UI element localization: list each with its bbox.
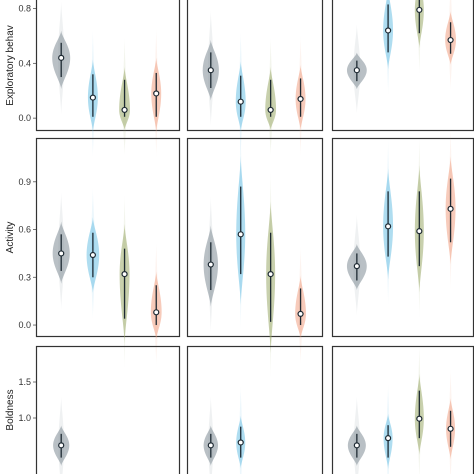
y-tick-label-row-1: 0.4 xyxy=(18,58,31,68)
mean-point xyxy=(416,228,423,235)
y-axis-label-row-1: Exploratory behav xyxy=(5,25,16,106)
mean-point xyxy=(89,94,96,101)
y-tick-label-row-2: 0.9 xyxy=(18,177,31,187)
mean-point xyxy=(384,435,392,442)
mean-point xyxy=(207,261,214,268)
mean-point xyxy=(297,310,304,317)
mean-point xyxy=(353,263,360,270)
mean-point xyxy=(153,309,160,316)
y-axis-label-row-3: Boldness xyxy=(5,389,16,430)
mean-point xyxy=(447,36,454,44)
mean-point xyxy=(447,205,454,212)
mean-point xyxy=(353,442,360,449)
y-axis-label-row-2: Activity xyxy=(5,222,16,254)
mean-point xyxy=(267,106,274,114)
mean-point xyxy=(58,250,65,257)
mean-point xyxy=(384,223,392,230)
mean-point xyxy=(121,106,128,114)
mean-point xyxy=(353,67,360,74)
mean-point xyxy=(237,439,244,446)
panel-frame-r3-c1 xyxy=(35,345,181,474)
mean-point xyxy=(121,271,128,278)
mean-point xyxy=(89,251,96,259)
panel-frame-r2-c2 xyxy=(186,137,324,338)
y-tick-label-row-1: 0.0 xyxy=(18,113,31,123)
panel-frame-r1-c2 xyxy=(186,0,324,132)
mean-point xyxy=(267,271,274,278)
mean-point xyxy=(297,95,304,103)
mean-point xyxy=(153,90,160,97)
mean-point xyxy=(207,67,214,74)
y-tick-label-row-2: 0.3 xyxy=(18,272,31,282)
mean-point xyxy=(237,98,244,105)
panel-frame-r2-c1 xyxy=(35,137,181,338)
mean-point xyxy=(416,6,423,14)
panel-frame-r3-c2 xyxy=(186,345,324,474)
y-tick-label-row-3: 1.5 xyxy=(18,377,31,387)
mean-point xyxy=(447,425,454,432)
y-tick-label-row-1: 0.8 xyxy=(18,4,31,14)
mean-point xyxy=(237,231,244,238)
mean-point xyxy=(416,415,423,422)
y-tick-label-row-3: 1.0 xyxy=(18,413,31,423)
mean-point xyxy=(384,27,392,34)
mean-point xyxy=(207,442,214,449)
mean-point xyxy=(58,442,65,449)
y-tick-label-row-2: 0.0 xyxy=(18,320,31,330)
y-tick-label-row-2: 0.6 xyxy=(18,225,31,235)
mean-point xyxy=(58,54,65,61)
panel-frame-r1-c1 xyxy=(35,0,181,132)
